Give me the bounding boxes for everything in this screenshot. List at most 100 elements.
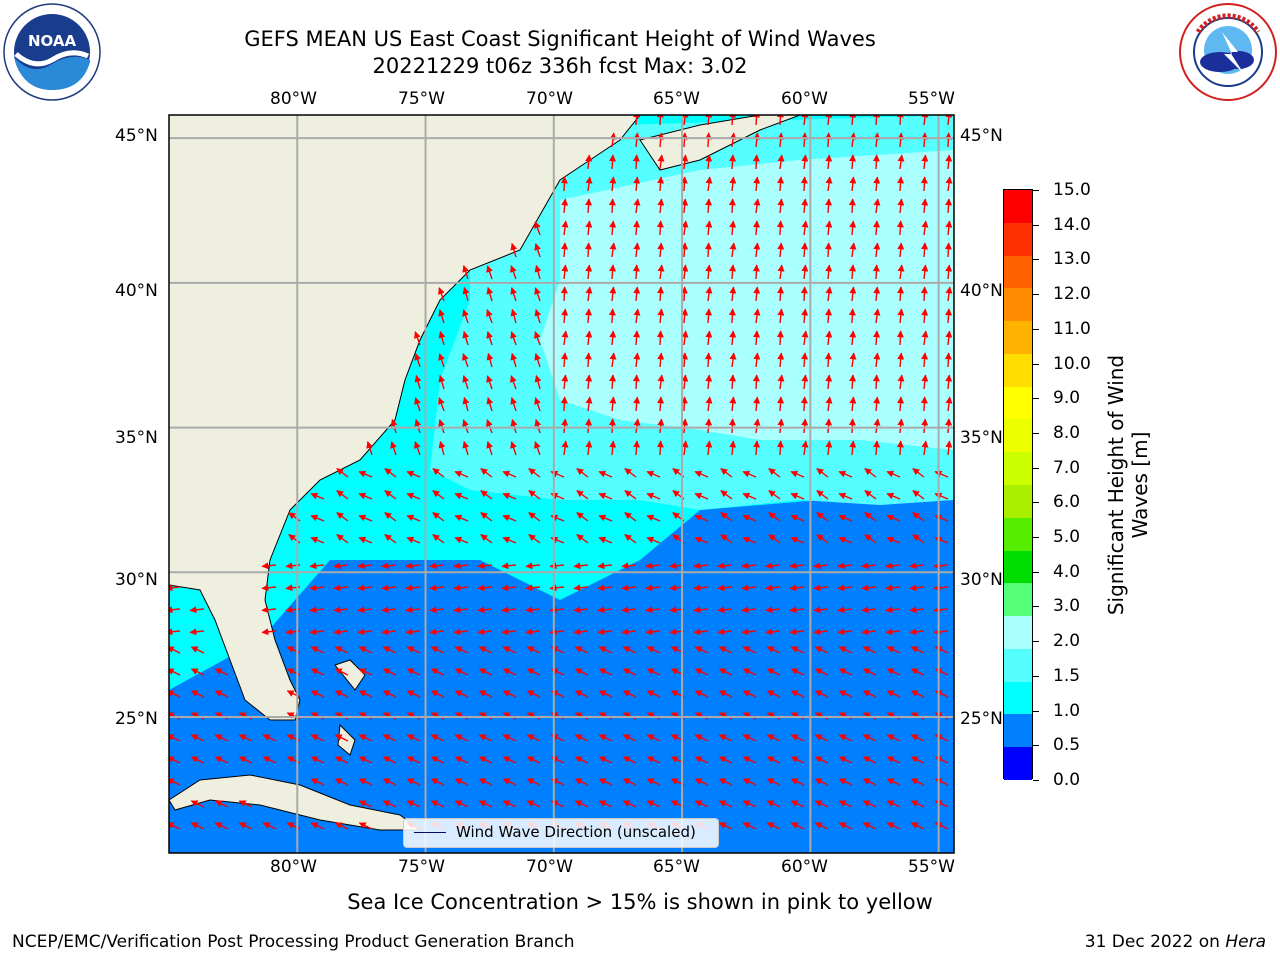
wave-direction-arrow <box>816 490 829 500</box>
wave-direction-arrow <box>717 584 733 592</box>
wave-direction-arrow <box>585 220 593 236</box>
wave-direction-arrow <box>861 606 877 614</box>
wave-direction-arrow <box>729 154 737 170</box>
wave-direction-arrow <box>534 331 541 346</box>
colorbar-tick-label: 4.0 <box>1053 561 1081 582</box>
wave-direction-arrow <box>681 264 689 280</box>
wave-direction-arrow <box>693 606 709 614</box>
wave-direction-arrow <box>609 242 617 258</box>
wave-direction-arrow <box>742 536 757 544</box>
svg-text:NOAA: NOAA <box>28 32 77 50</box>
wave-direction-arrow <box>694 668 709 676</box>
wave-direction-arrow <box>742 646 757 654</box>
wave-direction-arrow <box>825 286 833 302</box>
wave-direction-arrow <box>718 800 733 808</box>
colorbar-tick-mark <box>1033 745 1039 747</box>
wave-direction-arrow <box>704 242 712 258</box>
wave-direction-arrow <box>190 734 205 742</box>
wave-direction-arrow <box>862 800 877 808</box>
wave-direction-arrow <box>933 562 949 570</box>
wave-direction-arrow <box>526 800 541 808</box>
wave-direction-arrow <box>742 734 757 742</box>
wave-direction-arrow <box>486 375 493 390</box>
wave-direction-arrow <box>861 628 877 636</box>
wave-direction-arrow <box>814 712 829 720</box>
wave-direction-arrow <box>501 584 517 592</box>
colorbar-tick-mark <box>1033 571 1039 573</box>
wave-direction-arrow <box>849 242 857 258</box>
wave-direction-arrow <box>462 375 469 390</box>
wave-direction-arrow <box>429 606 445 614</box>
wave-direction-arrow <box>885 606 901 614</box>
wave-direction-arrow <box>886 800 901 808</box>
wave-direction-arrow <box>694 756 709 764</box>
wave-direction-arrow <box>766 712 781 720</box>
wave-direction-arrow <box>909 562 925 570</box>
wave-direction-arrow <box>621 606 637 614</box>
wave-direction-arrow <box>646 536 661 544</box>
wave-direction-arrow <box>921 352 929 368</box>
wave-direction-arrow <box>462 330 470 346</box>
wave-direction-arrow <box>406 690 421 698</box>
wave-direction-arrow <box>921 220 929 236</box>
lat-label-right: 25°N <box>960 709 1003 729</box>
wave-direction-arrow <box>945 115 953 126</box>
wave-direction-arrow <box>945 220 953 236</box>
wave-direction-arrow <box>609 352 617 368</box>
wave-direction-arrow <box>526 756 541 764</box>
wave-direction-arrow <box>680 176 688 192</box>
wave-direction-arrow <box>837 584 853 592</box>
wave-direction-arrow <box>310 514 325 522</box>
wave-direction-arrow <box>849 352 857 368</box>
wave-direction-arrow <box>486 265 493 280</box>
wave-direction-arrow <box>777 132 785 148</box>
wave-direction-arrow <box>432 512 445 522</box>
wave-direction-arrow <box>789 628 805 636</box>
wave-direction-arrow <box>705 308 713 324</box>
wave-direction-arrow <box>768 490 781 500</box>
wave-direction-arrow <box>382 756 397 764</box>
wave-direction-arrow <box>945 308 953 324</box>
colorbar-swatch <box>1004 288 1032 322</box>
wave-direction-arrow <box>406 800 421 808</box>
wave-direction-arrow <box>825 418 833 434</box>
wave-direction-arrow <box>765 584 781 592</box>
wave-direction-arrow <box>480 468 493 478</box>
wave-direction-arrow <box>622 800 637 808</box>
wave-direction-arrow <box>574 800 589 808</box>
wave-direction-arrow <box>680 286 688 302</box>
wave-direction-arrow <box>921 440 929 456</box>
wave-direction-arrow <box>814 756 829 764</box>
wave-direction-arrow <box>381 584 397 592</box>
colorbar-swatch <box>1004 747 1032 780</box>
wave-direction-arrow <box>886 822 901 830</box>
wave-direction-arrow <box>862 734 877 742</box>
wave-direction-arrow <box>657 396 665 412</box>
wave-direction-arrow <box>646 800 661 808</box>
wave-direction-arrow <box>477 584 493 592</box>
wave-direction-arrow <box>646 712 661 720</box>
wave-direction-arrow <box>862 756 877 764</box>
wave-direction-arrow <box>561 330 569 346</box>
wave-direction-arrow <box>934 514 949 522</box>
wave-direction-arrow <box>598 800 613 808</box>
wave-direction-arrow <box>742 712 757 720</box>
wave-direction-arrow <box>486 309 493 324</box>
wave-direction-arrow <box>646 756 661 764</box>
map-legend: Wind Wave Direction (unscaled) <box>403 818 719 848</box>
wave-direction-arrow <box>824 132 832 148</box>
wave-direction-arrow <box>729 440 737 456</box>
colorbar-swatch <box>1004 648 1032 682</box>
wave-direction-arrow <box>310 822 325 830</box>
wave-direction-arrow <box>766 646 781 654</box>
wave-direction-arrow <box>573 584 589 592</box>
lat-label-left: 25°N <box>115 709 158 729</box>
wave-direction-arrow <box>886 514 901 522</box>
wave-direction-arrow <box>945 330 953 346</box>
wave-direction-arrow <box>718 690 733 698</box>
wave-direction-arrow <box>934 492 949 500</box>
wave-direction-arrow <box>358 646 373 654</box>
wave-direction-arrow <box>646 514 661 522</box>
wave-direction-arrow <box>776 115 784 126</box>
wave-direction-arrow <box>632 154 640 170</box>
